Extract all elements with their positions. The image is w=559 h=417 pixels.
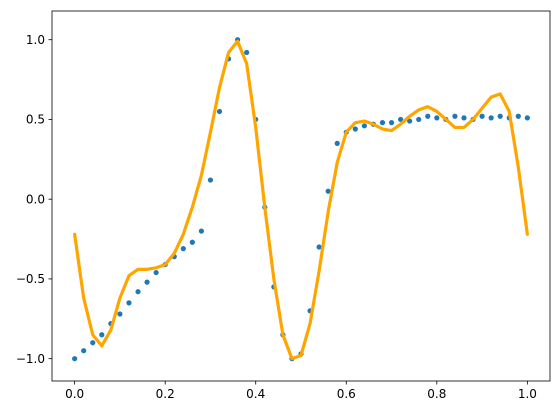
- scatter-point: [524, 115, 530, 121]
- scatter-point: [180, 246, 186, 252]
- y-tick-label: 1.0: [26, 33, 45, 47]
- y-tick-label: −0.5: [16, 272, 45, 286]
- scatter-point: [189, 239, 195, 245]
- scatter-point: [352, 126, 358, 132]
- scatter-point: [90, 340, 96, 346]
- scatter-point: [488, 115, 494, 121]
- scatter-point: [325, 188, 331, 194]
- scatter-point: [407, 118, 413, 124]
- axes-frame: [51, 10, 551, 382]
- scatter-point: [81, 348, 87, 354]
- x-tick-label: 0.2: [156, 387, 175, 401]
- scatter-point: [135, 289, 141, 295]
- scatter-point: [207, 177, 214, 183]
- y-tick-label: −1.0: [16, 352, 45, 366]
- plot-area: [72, 37, 530, 362]
- scatter-point: [99, 332, 105, 338]
- x-tick-label: 0.0: [65, 387, 84, 401]
- scatter-point: [379, 120, 386, 126]
- scatter-point: [117, 311, 123, 317]
- scatter-point: [334, 140, 340, 146]
- scatter-point: [144, 279, 150, 285]
- scatter-point: [425, 113, 431, 119]
- scatter-point: [515, 113, 521, 119]
- x-tick-label: 0.4: [246, 387, 265, 401]
- plot-clip-group: [72, 37, 530, 362]
- scatter-point: [479, 113, 485, 119]
- x-tick-label: 0.8: [427, 387, 446, 401]
- scatter-point: [153, 269, 159, 276]
- scatter-point: [461, 115, 467, 121]
- scatter-point: [388, 120, 395, 126]
- scatter-point: [126, 300, 132, 306]
- fit-line: [73, 39, 529, 361]
- scatter-point: [497, 113, 503, 119]
- scatter-point: [198, 228, 204, 234]
- scatter-point: [361, 123, 367, 129]
- y-tick-label: 0.5: [26, 113, 45, 127]
- x-tick-label: 0.6: [337, 387, 356, 401]
- scatter-point: [416, 116, 422, 123]
- scatter-point: [452, 113, 458, 119]
- y-tick-label: 0.0: [26, 192, 45, 206]
- scatter-point: [434, 115, 440, 121]
- scatter-point: [216, 108, 223, 115]
- scatter-point: [244, 49, 250, 56]
- scatter-point: [398, 116, 404, 123]
- axes: 0.0 0.2 0.4 0.6 0.8 1.0 −1.0 −0.5 0.0 0.5 1.0: [16, 10, 551, 401]
- x-tick-label: 1.0: [518, 387, 537, 401]
- scatter-point: [72, 356, 78, 362]
- scatter-point: [316, 244, 322, 250]
